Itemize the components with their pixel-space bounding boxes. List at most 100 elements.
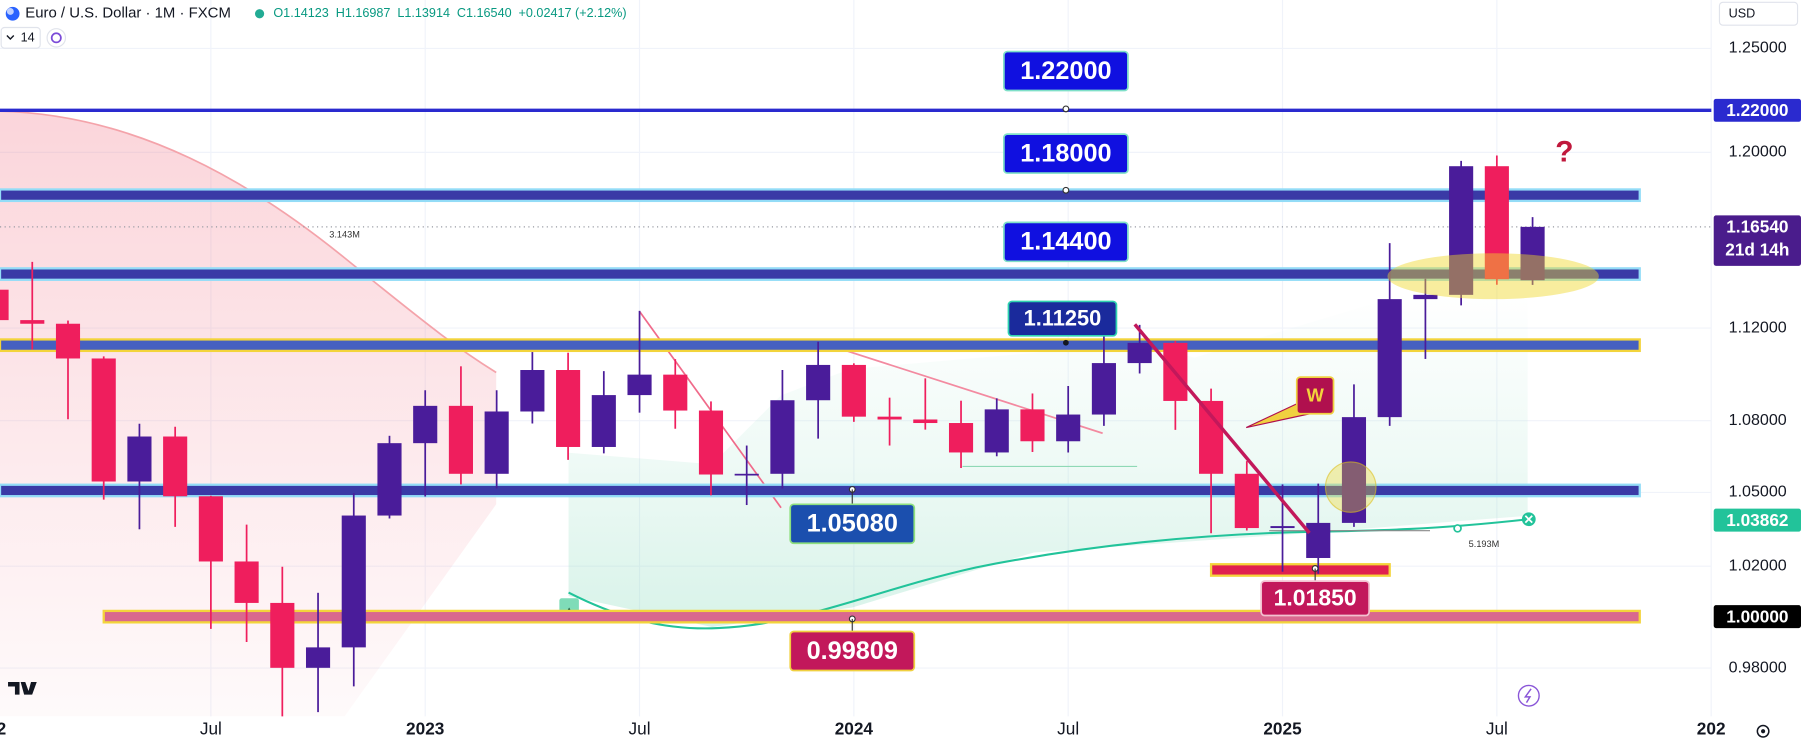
candle-body xyxy=(1520,226,1545,281)
candle-body xyxy=(1020,409,1045,442)
indicator-value: 14 xyxy=(21,31,35,45)
price-tag-label: 1.03862 xyxy=(1726,510,1788,530)
annotation-box xyxy=(1003,133,1129,174)
price-tag xyxy=(1713,605,1801,629)
levels xyxy=(0,108,1712,624)
candle-body xyxy=(841,364,866,417)
candle-body xyxy=(413,405,438,444)
candle-body xyxy=(556,370,581,447)
candle-body xyxy=(1127,342,1152,364)
annotation: 0.99809 xyxy=(807,637,898,665)
annotation: 5.193M xyxy=(1469,539,1500,549)
candle-body xyxy=(984,409,1009,453)
price-tag-label: 1.16540 xyxy=(1726,217,1788,237)
level-band xyxy=(0,267,1641,281)
candle-body xyxy=(1449,166,1474,295)
annotation: 1.22000 xyxy=(1020,57,1111,85)
candle-body xyxy=(377,443,402,516)
candle-body xyxy=(55,323,81,359)
candle-body xyxy=(520,370,545,412)
price-tag xyxy=(1713,215,1801,266)
candle-body xyxy=(1413,294,1438,300)
price-tag-note: 21d 14h xyxy=(1725,240,1789,260)
level-band xyxy=(102,609,1641,624)
candle-body xyxy=(1484,166,1509,280)
y-tick-label: 1.08000 xyxy=(1729,411,1787,429)
level-band xyxy=(0,338,1641,353)
annotation: 1.01850 xyxy=(1274,585,1357,611)
candle-body xyxy=(1341,417,1367,523)
level-band xyxy=(1209,563,1391,577)
candle-body xyxy=(948,423,974,453)
ohlc-value: L1.13914 xyxy=(397,6,450,20)
candle-body xyxy=(20,320,45,324)
footer xyxy=(8,681,1770,738)
candle-body xyxy=(341,515,366,648)
candle-body xyxy=(1199,400,1224,474)
ohlc-value: C1.16540 xyxy=(457,6,512,20)
replay-button[interactable] xyxy=(1517,684,1540,707)
x-tick-label: Jul xyxy=(629,719,651,739)
candle-body xyxy=(234,561,259,603)
price-tag-label: 1.00000 xyxy=(1726,606,1788,626)
price-tag xyxy=(1713,508,1801,532)
chevron xyxy=(6,35,15,40)
currency: USD xyxy=(1729,7,1756,21)
currency-button[interactable] xyxy=(1718,1,1799,26)
marker xyxy=(1453,524,1462,533)
annotation-box xyxy=(789,630,916,672)
indicator-settings[interactable] xyxy=(46,28,67,48)
candle-body xyxy=(877,416,902,420)
annotation: 1.18000 xyxy=(1020,139,1111,167)
candle-body xyxy=(1270,526,1295,529)
candle-body xyxy=(484,411,509,474)
trend-line xyxy=(1133,323,1311,535)
anchor xyxy=(1063,339,1069,346)
x-tick-label: Jul xyxy=(1057,719,1079,739)
candle-body xyxy=(663,374,688,411)
symbol[interactable]: Euro / U.S. Dollar · 1M · FXCM xyxy=(25,6,231,22)
header: Euro / U.S. Dollar · 1M · FXCM 14 USD O1… xyxy=(0,1,1799,49)
annotation-box xyxy=(789,503,916,545)
candle-body xyxy=(698,410,724,475)
annotation-box xyxy=(1003,221,1129,263)
candle-body xyxy=(198,496,223,562)
candle-body xyxy=(448,405,473,474)
candle-body xyxy=(627,374,652,396)
axes: 0.98000 1.02000 1.05000 1.08000 1.12000 1.200… xyxy=(0,39,1801,739)
indicator-button[interactable] xyxy=(0,26,41,49)
candle-body xyxy=(1306,522,1331,558)
ohlc-value: +0.02417 (+2.12%) xyxy=(519,6,627,20)
anchor xyxy=(1062,186,1070,194)
candle-body xyxy=(91,358,116,482)
x-tick-label: 2025 xyxy=(1263,719,1302,739)
candle-body xyxy=(0,289,9,321)
logo xyxy=(8,681,37,695)
candles xyxy=(0,155,1545,717)
settings-button[interactable] xyxy=(1756,724,1770,738)
annotation: ? xyxy=(1555,135,1573,168)
annotation: 3.143M xyxy=(329,229,360,239)
x-tick-label: 2024 xyxy=(835,719,874,739)
marker xyxy=(1524,515,1533,524)
symbol-icon xyxy=(6,8,14,15)
highlight xyxy=(1387,253,1599,300)
candle-body xyxy=(806,364,831,401)
candle-body xyxy=(1056,414,1081,442)
candle-body xyxy=(770,400,795,474)
annotation-box xyxy=(1295,376,1335,415)
annotation-box xyxy=(1007,300,1118,337)
y-tick-label: 0.98000 xyxy=(1729,658,1787,676)
shaded-zone xyxy=(0,111,497,717)
price-tag xyxy=(1713,98,1801,122)
highlight xyxy=(1324,461,1377,513)
candle-body xyxy=(734,473,759,476)
candle-body xyxy=(163,436,188,497)
x-tick-label: 2023 xyxy=(406,719,444,739)
annotation: 1.05080 xyxy=(807,510,898,538)
price-tag-label: 1.22000 xyxy=(1726,100,1788,120)
overlays: 1.22000 1.18000 1.14400 1.11250 1.05080 1.018… xyxy=(329,50,1599,672)
anchor xyxy=(1062,105,1070,113)
